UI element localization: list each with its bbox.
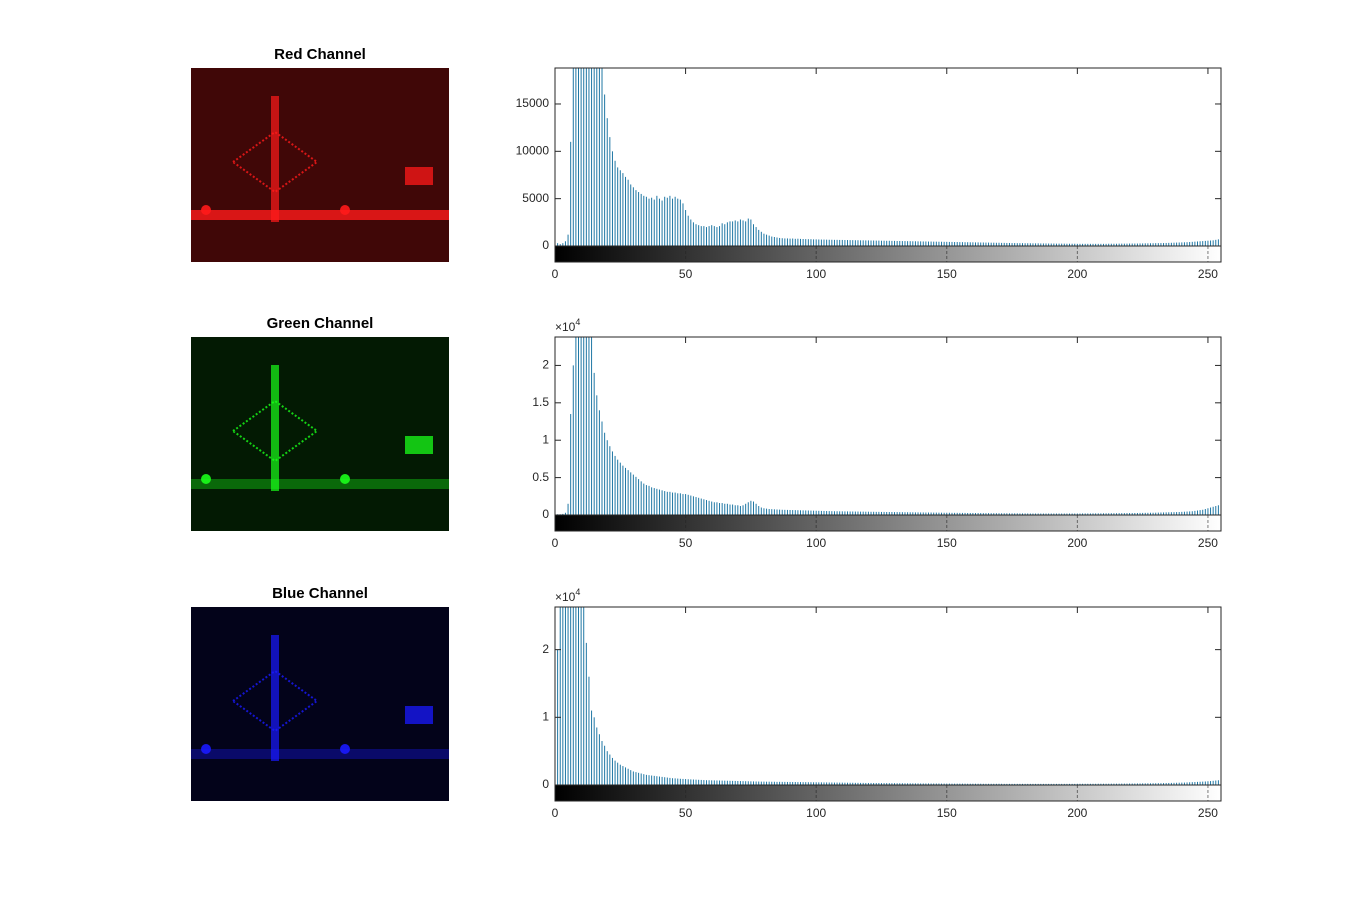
lamp	[201, 205, 211, 215]
ground-light	[191, 479, 449, 489]
lamp	[201, 744, 211, 754]
channel-image	[191, 337, 449, 531]
y-exponent-base: ×10	[555, 320, 576, 334]
lamp	[340, 744, 350, 754]
axes-background	[555, 607, 1221, 801]
image-title: Red Channel	[274, 46, 366, 63]
y-tick-label: 1.5	[532, 395, 549, 409]
building	[405, 167, 433, 185]
x-tick-label: 0	[552, 536, 559, 550]
building	[405, 436, 433, 454]
stems	[555, 68, 1221, 246]
building	[405, 706, 433, 724]
y-exponent: ×104	[555, 317, 580, 334]
image-glow	[191, 607, 449, 801]
lamp	[340, 205, 350, 215]
channel-image	[191, 68, 449, 262]
x-tick-label: 250	[1198, 806, 1218, 820]
image-title: Green Channel	[267, 315, 374, 332]
y-tick-label: 0	[542, 777, 549, 791]
y-tick-label: 1	[542, 432, 549, 446]
axes-background	[555, 337, 1221, 531]
y-exponent-power: 4	[575, 587, 580, 597]
x-tick-label: 200	[1067, 267, 1087, 281]
x-tick-label: 50	[679, 806, 693, 820]
x-tick-label: 150	[937, 536, 957, 550]
y-tick-label: 0	[542, 238, 549, 252]
y-tick-label: 5000	[522, 191, 549, 205]
tower-wings	[231, 130, 319, 194]
lamp	[201, 474, 211, 484]
y-exponent: ×104	[555, 587, 580, 604]
x-tick-label: 150	[937, 267, 957, 281]
tower	[271, 365, 279, 491]
x-tick-label: 50	[679, 536, 693, 550]
x-tick-label: 150	[937, 806, 957, 820]
image-title: Blue Channel	[272, 585, 368, 602]
image-glow	[191, 337, 449, 531]
tower-wings	[231, 399, 319, 463]
y-tick-label: 2	[542, 358, 549, 372]
channel-image	[191, 607, 449, 801]
lamp	[340, 474, 350, 484]
image-background	[191, 68, 449, 262]
y-exponent-base: ×10	[555, 590, 576, 604]
x-tick-label: 0	[552, 267, 559, 281]
y-exponent-power: 4	[575, 317, 580, 327]
x-tick-label: 100	[806, 806, 826, 820]
image-background	[191, 607, 449, 801]
stems	[555, 607, 1221, 785]
x-tick-label: 250	[1198, 536, 1218, 550]
x-tick-label: 50	[679, 267, 693, 281]
colorbar	[554, 245, 1222, 263]
axes-box	[554, 67, 1222, 247]
x-tick-label: 100	[806, 536, 826, 550]
y-tick-label: 15000	[516, 96, 550, 110]
axes-box	[554, 336, 1222, 516]
colorbar	[554, 784, 1222, 802]
y-tick-label: 1	[542, 709, 549, 723]
x-tick-label: 0	[552, 806, 559, 820]
axes-background	[555, 68, 1221, 262]
image-background	[191, 337, 449, 531]
ground-light	[191, 210, 449, 220]
y-tick-label: 0.5	[532, 470, 549, 484]
y-tick-label: 0	[542, 507, 549, 521]
x-tick-label: 250	[1198, 267, 1218, 281]
tower-wings	[231, 669, 319, 733]
axes-box	[554, 606, 1222, 786]
image-glow	[191, 68, 449, 262]
colorbar	[554, 514, 1222, 532]
x-tick-label: 200	[1067, 806, 1087, 820]
y-tick-label: 2	[542, 642, 549, 656]
tower	[271, 635, 279, 761]
y-tick-label: 10000	[516, 143, 550, 157]
x-tick-label: 200	[1067, 536, 1087, 550]
ground-light	[191, 749, 449, 759]
x-tick-label: 100	[806, 267, 826, 281]
tower	[271, 96, 279, 222]
